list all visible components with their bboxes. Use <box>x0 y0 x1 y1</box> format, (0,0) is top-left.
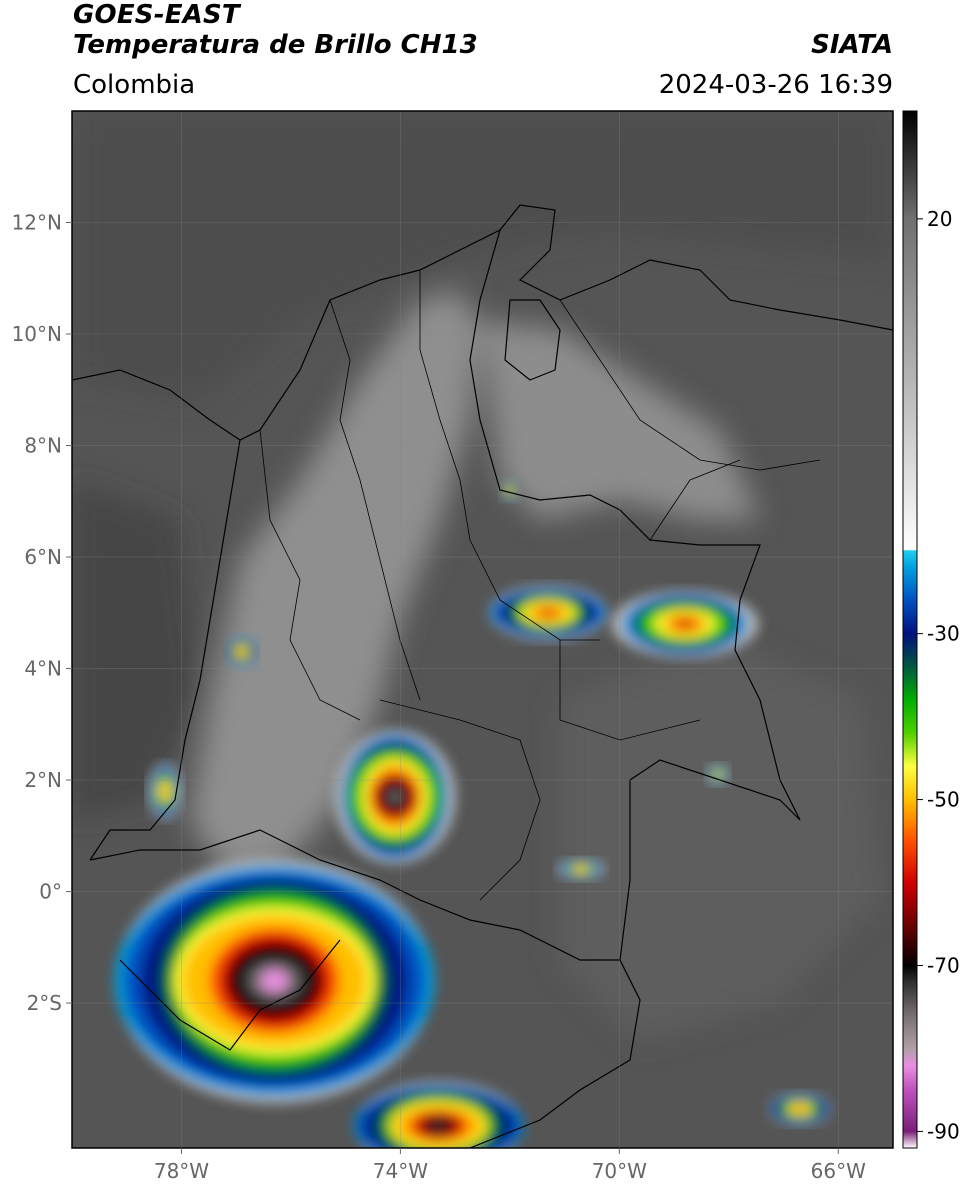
caribbean-dark <box>72 111 893 400</box>
datetime-label: 2024-03-26 16:39 <box>658 70 893 100</box>
colorbar-tick-label: -30 <box>927 622 960 646</box>
latitude-ticks: 12°N 10°N 8°N 6°N 4°N 2°N 0° 2°S <box>12 211 72 1015</box>
dept-line-4 <box>559 640 701 741</box>
plot-frame <box>71 110 894 1149</box>
storm-contour <box>578 867 584 871</box>
dept-line-1 <box>329 299 421 701</box>
colorbar-fill <box>903 111 917 1148</box>
storm-contour <box>508 488 512 492</box>
storm-contour <box>429 1121 448 1131</box>
pacific-coast <box>89 439 241 861</box>
colorbar-tick-label: -50 <box>927 788 960 812</box>
country-borders <box>72 204 893 1148</box>
storm-layer <box>114 478 831 1148</box>
storm-cell <box>769 1092 831 1126</box>
storm-cell <box>557 858 605 881</box>
ecuador-peru-border <box>119 939 341 1051</box>
longitude-ticks: 78°W 74°W 70°W 66°W <box>154 1148 866 1183</box>
land-brightness <box>72 111 893 1040</box>
lon-tick-label: 74°W <box>373 1159 428 1183</box>
agency-label: SIATA <box>811 30 893 60</box>
colombia-ecuador-peru-border <box>89 829 620 961</box>
venezuela-state-lines <box>559 299 821 541</box>
amazon-cloud <box>560 640 880 1040</box>
lat-tick-label: 2°N <box>24 768 62 792</box>
lat-tick-label: 8°N <box>24 434 62 458</box>
dept-line-2 <box>419 270 600 641</box>
storm-cell <box>147 763 183 820</box>
storm-contour <box>389 790 401 803</box>
storm-cell <box>499 478 520 502</box>
lon-tick-label: 70°W <box>592 1159 647 1183</box>
pacific-dark <box>72 480 200 820</box>
andes-brightness <box>190 290 480 880</box>
colorbar-ticks: 20 -30 -50 -70 -90 <box>917 207 960 1143</box>
dept-line-3 <box>259 429 361 721</box>
storm-contour <box>162 787 168 795</box>
satellite-image <box>72 111 893 1148</box>
satellite-title: GOES-EAST <box>73 0 240 30</box>
lon-tick-label: 66°W <box>811 1159 866 1183</box>
storm-contour <box>261 970 288 992</box>
colombia-venezuela-border <box>469 229 801 821</box>
storm-contour <box>716 772 720 777</box>
storm-cell <box>354 1081 524 1148</box>
storm-cell <box>611 590 759 658</box>
graticule <box>72 111 893 1148</box>
storm-cell <box>226 635 258 669</box>
maracaibo-lake <box>504 299 561 381</box>
colorbar: 20 -30 -50 -70 -90 <box>902 110 960 1149</box>
caribbean-coast <box>72 204 893 441</box>
product-title: Temperatura de Brillo CH13 <box>73 30 478 60</box>
storm-contour <box>239 649 244 654</box>
lon-tick-label: 78°W <box>154 1159 209 1183</box>
lat-tick-label: 4°N <box>24 657 62 681</box>
colorbar-tick-label: -90 <box>927 1119 960 1143</box>
colombia-southern-border <box>469 759 801 1148</box>
storm-cell <box>334 729 456 864</box>
lat-tick-label: 6°N <box>24 545 62 569</box>
dept-line-5 <box>379 699 541 901</box>
colorbar-tick-label: -70 <box>927 953 960 977</box>
colorbar-tick-label: 20 <box>927 207 952 231</box>
storm-contour <box>541 609 555 617</box>
plains-brightness <box>480 320 760 520</box>
colorbar-frame <box>902 110 918 1149</box>
storm-cell <box>114 858 435 1104</box>
lat-tick-label: 2°S <box>27 991 62 1015</box>
lat-tick-label: 12°N <box>12 211 62 235</box>
region-label: Colombia <box>73 70 196 100</box>
storm-contour <box>795 1106 805 1112</box>
storm-contour <box>675 619 695 628</box>
lat-tick-label: 0° <box>39 880 62 904</box>
storm-cell <box>489 584 608 641</box>
lat-tick-label: 10°N <box>12 322 62 346</box>
